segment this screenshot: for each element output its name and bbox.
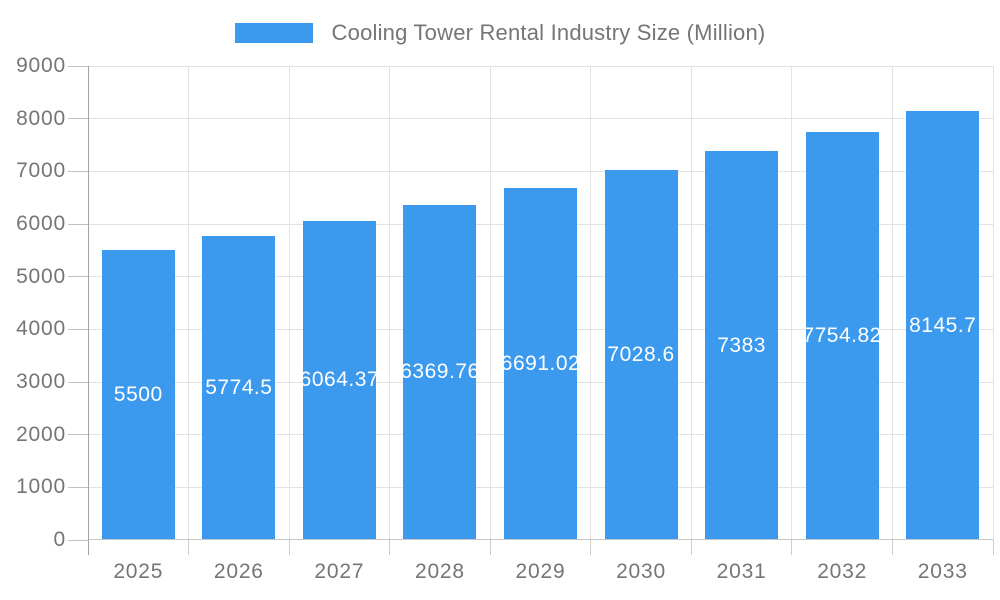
- x-tick: [590, 540, 592, 555]
- y-tick: [68, 276, 88, 278]
- x-grid-line: [590, 66, 592, 540]
- bar-2032[interactable]: 7754.82: [805, 131, 879, 540]
- x-grid-line: [992, 66, 994, 540]
- bar-2030[interactable]: 7028.6: [604, 169, 678, 540]
- y-tick: [68, 65, 88, 67]
- y-tick: [68, 223, 88, 225]
- x-tick: [389, 540, 391, 555]
- bar-2029[interactable]: 6691.02: [504, 187, 577, 540]
- bar-value-label: 7028.6: [607, 342, 675, 366]
- x-grid-line: [288, 66, 290, 540]
- x-grid-line: [891, 66, 893, 540]
- bar-2028[interactable]: 6369.76: [403, 204, 477, 540]
- x-tick: [188, 540, 190, 555]
- x-axis-label: 2025: [113, 560, 164, 583]
- bar-2025[interactable]: 5500: [101, 250, 175, 540]
- x-grid-line: [489, 66, 491, 540]
- y-axis-label: 8000: [16, 106, 66, 130]
- x-tick: [992, 540, 994, 555]
- x-axis-label: 2031: [716, 560, 767, 583]
- y-tick: [68, 328, 88, 330]
- legend-item[interactable]: Cooling Tower Rental Industry Size (Mill…: [234, 20, 766, 46]
- y-tick: [68, 434, 88, 436]
- y-axis-label: 0: [53, 528, 66, 551]
- y-axis-label: 7000: [16, 159, 66, 183]
- legend: Cooling Tower Rental Industry Size (Mill…: [0, 20, 1000, 46]
- bar-value-label: 6369.76: [403, 360, 477, 384]
- bar-value-label: 7383: [717, 333, 766, 357]
- x-axis-label: 2028: [414, 560, 465, 583]
- y-grid-line: [88, 118, 993, 120]
- bar-value-label: 8145.7: [909, 313, 977, 337]
- x-tick: [489, 540, 491, 555]
- x-axis-label: 2032: [817, 560, 868, 583]
- x-axis-label: 2026: [213, 560, 264, 583]
- bar-2033[interactable]: 8145.7: [906, 111, 980, 540]
- x-tick: [288, 540, 290, 555]
- bar-value-label: 6064.37: [302, 368, 376, 392]
- y-axis-label: 9000: [16, 54, 66, 77]
- x-axis-label: 2027: [314, 560, 365, 583]
- y-grid-line: [88, 65, 993, 67]
- bar-value-label: 6691.02: [504, 351, 577, 375]
- x-tick: [891, 540, 893, 555]
- bar-value-label: 7754.82: [805, 323, 879, 347]
- bar-2026[interactable]: 5774.5: [202, 235, 276, 540]
- x-axis-label: 2030: [616, 560, 666, 583]
- x-grid-line: [690, 66, 692, 540]
- bar-2027[interactable]: 6064.37: [302, 220, 376, 540]
- plot-area: 5500 5774.5 6064.37 6369.76 6691.02 7028.6 738…: [88, 65, 994, 555]
- y-axis-label: 4000: [16, 317, 66, 341]
- y-axis-label: 6000: [16, 212, 66, 235]
- x-tick: [690, 540, 692, 555]
- y-axis-label: 3000: [16, 370, 66, 393]
- x-grid-line: [791, 66, 793, 540]
- bar-2031[interactable]: 7383: [705, 151, 779, 540]
- y-tick: [68, 118, 88, 120]
- x-axis-line: [88, 539, 993, 540]
- x-axis-label: 2033: [917, 560, 968, 583]
- y-tick: [68, 381, 88, 383]
- x-grid-line: [188, 66, 190, 540]
- y-tick: [68, 486, 88, 488]
- x-axis-label: 2029: [515, 560, 566, 583]
- x-grid-line: [389, 66, 391, 540]
- y-axis-line: [88, 66, 89, 555]
- bar-value-label: 5774.5: [205, 375, 273, 399]
- legend-label: Cooling Tower Rental Industry Size (Mill…: [331, 20, 766, 45]
- y-axis-label: 1000: [16, 475, 66, 499]
- y-grid-line: [88, 170, 993, 172]
- legend-swatch-icon: [234, 23, 313, 43]
- y-tick: [68, 170, 88, 172]
- y-axis-label: 5000: [16, 264, 66, 288]
- y-tick: [68, 539, 88, 541]
- x-tick: [791, 540, 793, 555]
- bar-value-label: 5500: [113, 383, 163, 407]
- y-axis-label: 2000: [16, 422, 66, 446]
